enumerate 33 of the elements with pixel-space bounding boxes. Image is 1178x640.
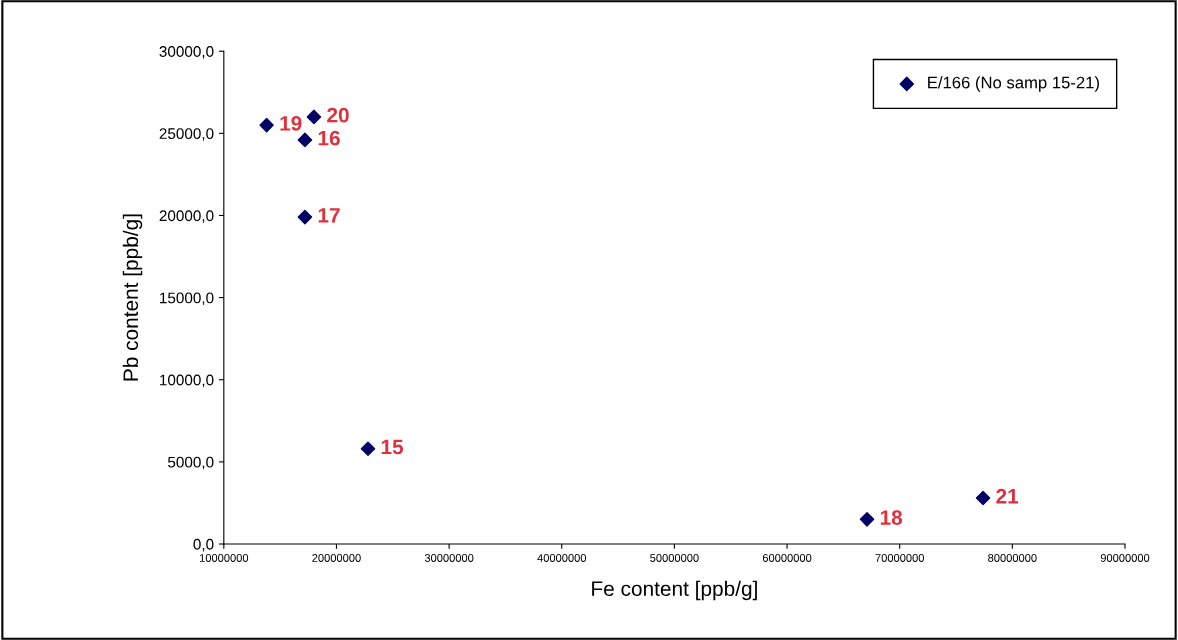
x-tick-label: 50000000 [650, 554, 699, 562]
x-tick-label: 80000000 [988, 554, 1037, 562]
annotation: 19 [280, 115, 302, 131]
y-tick-label: 15000,0 [160, 292, 214, 306]
x-tick-label: 30000000 [424, 554, 474, 562]
y-axis-title: Pb content [ppb/g] [122, 214, 143, 381]
y-tick-label: 5000,0 [167, 456, 214, 470]
point [297, 209, 313, 225]
annotation: 15 [381, 439, 404, 455]
x-tick-label: 60000000 [762, 554, 812, 562]
annotation: 16 [318, 130, 340, 146]
y-tick-label: 30000,0 [159, 46, 214, 59]
legend-label: E/166 (No samp 15-21) [928, 76, 1099, 92]
point [360, 441, 376, 457]
x-tick-label: 90000000 [1100, 554, 1150, 562]
x-tick-label: 40000000 [537, 554, 587, 562]
annotation: 21 [996, 488, 1019, 504]
x-tick-label: 70000000 [875, 554, 924, 562]
y-tick-label: 20000,0 [159, 210, 214, 223]
x-axis-title: Fe content [ppb/g] [592, 580, 757, 601]
point [975, 490, 991, 506]
point [306, 109, 322, 125]
y-tick-label: 10000,0 [160, 374, 214, 388]
point [859, 512, 875, 527]
annotation: 20 [327, 107, 349, 123]
annotation: 18 [880, 510, 903, 525]
point [259, 117, 274, 133]
y-tick-label: 0,0 [193, 538, 214, 552]
point [297, 132, 313, 148]
x-tick-label: 10000000 [199, 554, 249, 562]
annotation: 17 [318, 208, 340, 223]
y-tick-label: 25000,0 [159, 128, 214, 141]
x-tick-label: 20000000 [312, 554, 361, 562]
